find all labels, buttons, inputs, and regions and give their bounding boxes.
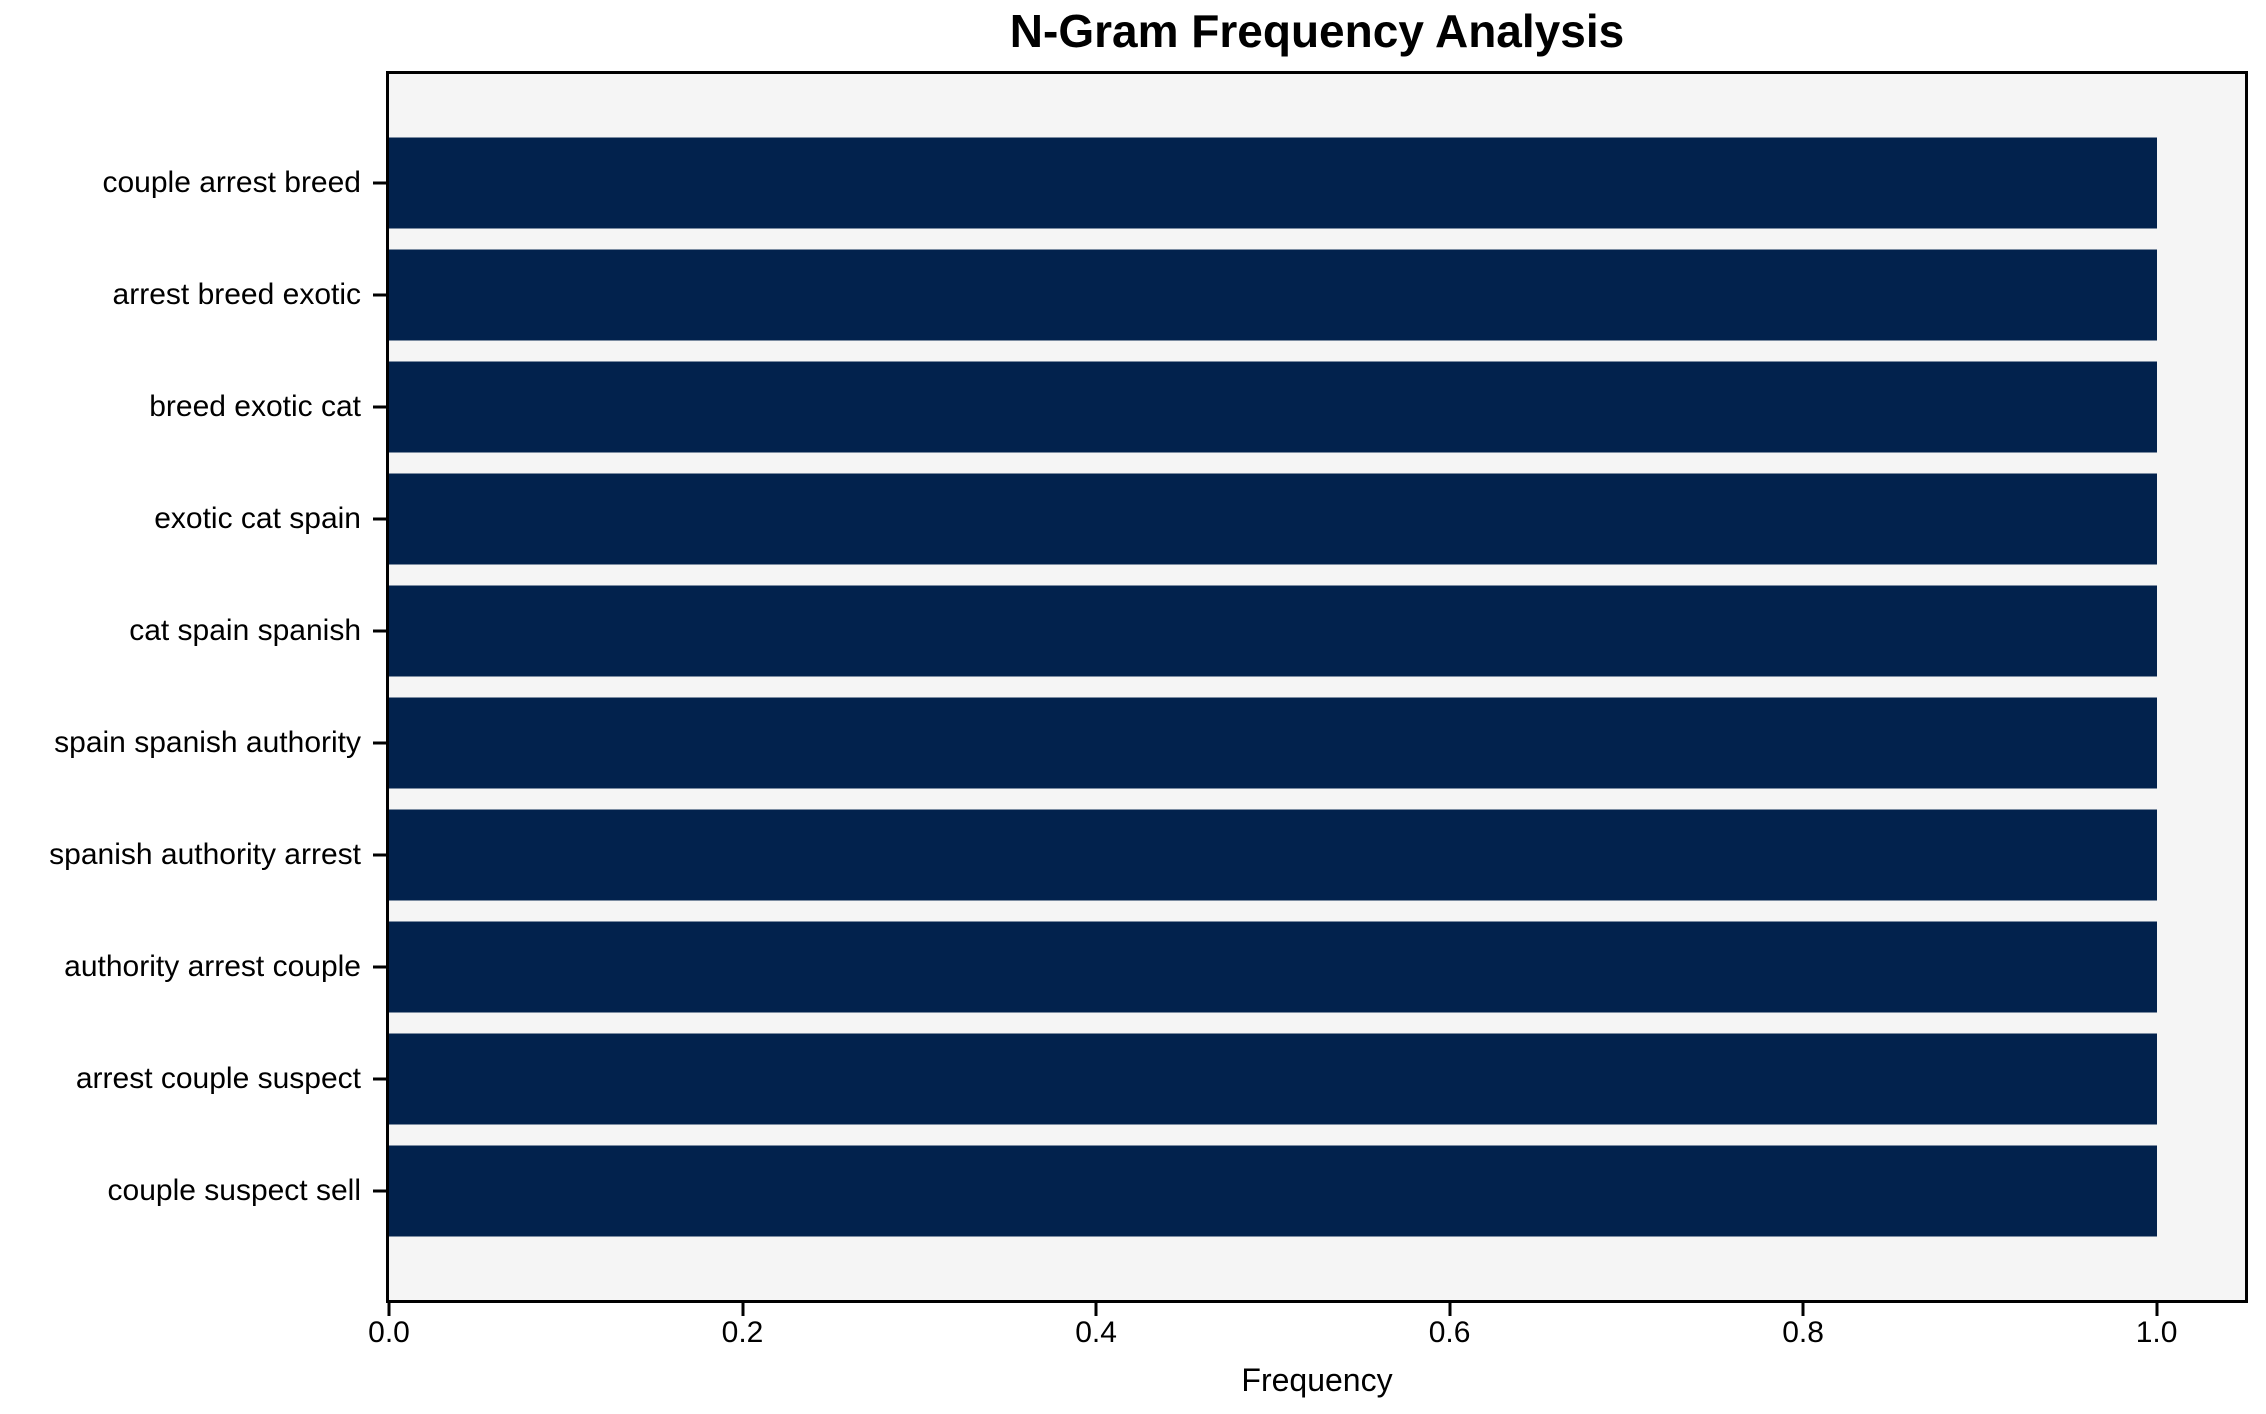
bars-container: couple arrest breed arrest breed exotic br… <box>49 74 2245 1300</box>
bar <box>389 249 2157 341</box>
y-tick-label: spanish authority arrest <box>49 838 361 871</box>
bar-row: couple arrest breed <box>103 127 2245 239</box>
bar <box>389 921 2157 1013</box>
bar-row: exotic cat spain <box>154 463 2245 575</box>
x-tick-label: 0.6 <box>1428 1316 1471 1349</box>
x-tick-label: 0.2 <box>721 1316 764 1349</box>
bar-row: breed exotic cat <box>149 351 2245 463</box>
chart-title: N-Gram Frequency Analysis <box>1009 5 1625 57</box>
y-tick-label: exotic cat spain <box>154 502 361 535</box>
bar-row: couple suspect sell <box>108 1135 2245 1247</box>
y-tick-label: arrest couple suspect <box>75 1062 361 1095</box>
y-tick-mark <box>373 517 386 521</box>
bar-row: spanish authority arrest <box>49 799 2245 911</box>
bar-row: spain spanish authority <box>54 687 2245 799</box>
y-tick-mark <box>373 853 386 857</box>
x-tick-label: 0.0 <box>368 1316 410 1349</box>
bar-row: authority arrest couple <box>64 911 2245 1023</box>
bar-row: arrest breed exotic <box>113 239 2245 351</box>
x-tick-mark <box>1094 1303 1098 1316</box>
y-tick-mark <box>373 1077 386 1081</box>
y-tick-mark <box>373 181 386 185</box>
bar-row: arrest couple suspect <box>76 1023 2245 1135</box>
y-tick-label: couple arrest breed <box>102 166 362 199</box>
y-tick-mark <box>373 405 386 409</box>
x-tick-mark <box>2155 1303 2159 1316</box>
bar <box>389 585 2157 677</box>
y-tick-mark <box>373 293 386 297</box>
y-tick-mark <box>373 1189 386 1193</box>
x-tick-mark <box>387 1303 391 1316</box>
x-tick-label: 0.8 <box>1782 1316 1824 1349</box>
y-tick-label: couple suspect sell <box>107 1174 361 1207</box>
y-tick-label: authority arrest couple <box>64 950 361 983</box>
y-tick-mark <box>373 965 386 969</box>
y-tick-mark <box>373 629 386 633</box>
bar <box>389 473 2157 565</box>
y-tick-label: arrest breed exotic <box>112 278 361 311</box>
bar <box>389 361 2157 453</box>
x-axis-label: Frequency <box>1241 1362 1393 1398</box>
x-tick-mark <box>741 1303 745 1316</box>
plot-area: couple arrest breed arrest breed exotic br… <box>49 71 2248 1349</box>
x-tick-label: 0.4 <box>1075 1316 1117 1349</box>
x-tick-label: 1.0 <box>2135 1316 2178 1349</box>
x-tick-mark <box>1801 1303 1805 1316</box>
bar-row: cat spain spanish <box>129 575 2245 687</box>
bar <box>389 1145 2157 1237</box>
y-tick-label: cat spain spanish <box>129 614 361 647</box>
bar <box>389 137 2157 229</box>
bar <box>389 1033 2157 1125</box>
y-tick-mark <box>373 741 386 745</box>
y-tick-label: spain spanish authority <box>54 726 361 759</box>
x-tick-mark <box>1448 1303 1452 1316</box>
bar <box>389 809 2157 901</box>
bar <box>389 697 2157 789</box>
y-tick-label: breed exotic cat <box>149 390 361 423</box>
